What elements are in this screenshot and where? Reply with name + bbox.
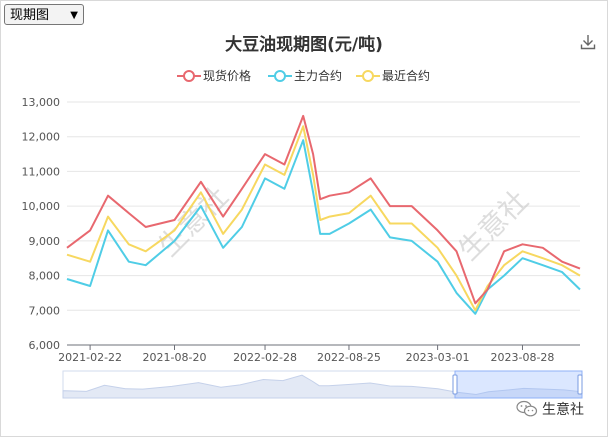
legend-label-main: 主力合约 — [294, 69, 343, 83]
series-line-2 — [66, 125, 581, 312]
zoom-selected-window — [454, 370, 583, 399]
x-tick-label: 2021-02-22 — [58, 351, 122, 364]
series-lines — [66, 114, 581, 315]
y-tick-label: 12,000 — [22, 131, 61, 144]
chart-title: 大豆油现期图(元/吨) — [225, 35, 383, 55]
y-tick-label: 8,000 — [29, 270, 61, 283]
chart-type-select-value: 现期图 — [10, 8, 50, 23]
x-tick-label: 2023-08-28 — [491, 351, 555, 364]
watermark-text: 生意社 — [452, 184, 535, 267]
legend-marker-main — [268, 70, 292, 82]
wechat-icon — [516, 400, 538, 417]
x-tick-label: 2023-03-01 — [406, 351, 470, 364]
data-zoom-slider — [62, 370, 583, 399]
x-axis-ticks: 2021-02-22 2021-08-20 2022-02-28 2022-08-25… — [58, 345, 554, 364]
y-tick-label: 13,000 — [22, 96, 61, 109]
y-tick-label: 6,000 — [29, 339, 61, 352]
y-axis-ticks: 6,000 7,000 8,000 9,000 10,000 11,000 12,000 13… — [22, 96, 61, 352]
legend: 现货价格 主力合约 最近合约 — [0, 66, 608, 86]
legend-label-nearest: 最近合约 — [382, 69, 431, 83]
y-tick-label: 11,000 — [22, 165, 61, 178]
zoom-handle-left — [452, 374, 458, 395]
chevron-down-icon: ▼ — [70, 10, 78, 21]
x-tick-label: 2022-08-25 — [317, 351, 381, 364]
chart-type-select[interactable]: 现期图 ▼ — [4, 4, 84, 25]
wechat-label: 生意社 — [542, 402, 584, 418]
legend-label-spot: 现货价格 — [203, 69, 252, 83]
zoom-overview-area — [62, 374, 583, 399]
x-tick-label: 2022-02-28 — [233, 351, 297, 364]
series-line-1 — [66, 139, 581, 315]
legend-marker-spot — [177, 70, 201, 82]
y-tick-label: 7,000 — [29, 304, 61, 317]
wechat-badge: 生意社 — [516, 398, 606, 420]
download-icon[interactable] — [580, 34, 596, 50]
x-tick-label: 2021-08-20 — [143, 351, 207, 364]
legend-marker-nearest — [356, 70, 380, 82]
y-tick-label: 9,000 — [29, 235, 61, 248]
grid-lines — [67, 101, 580, 346]
series-line-0 — [66, 114, 581, 305]
y-tick-label: 10,000 — [22, 200, 61, 213]
zoom-handle-right — [577, 374, 583, 395]
